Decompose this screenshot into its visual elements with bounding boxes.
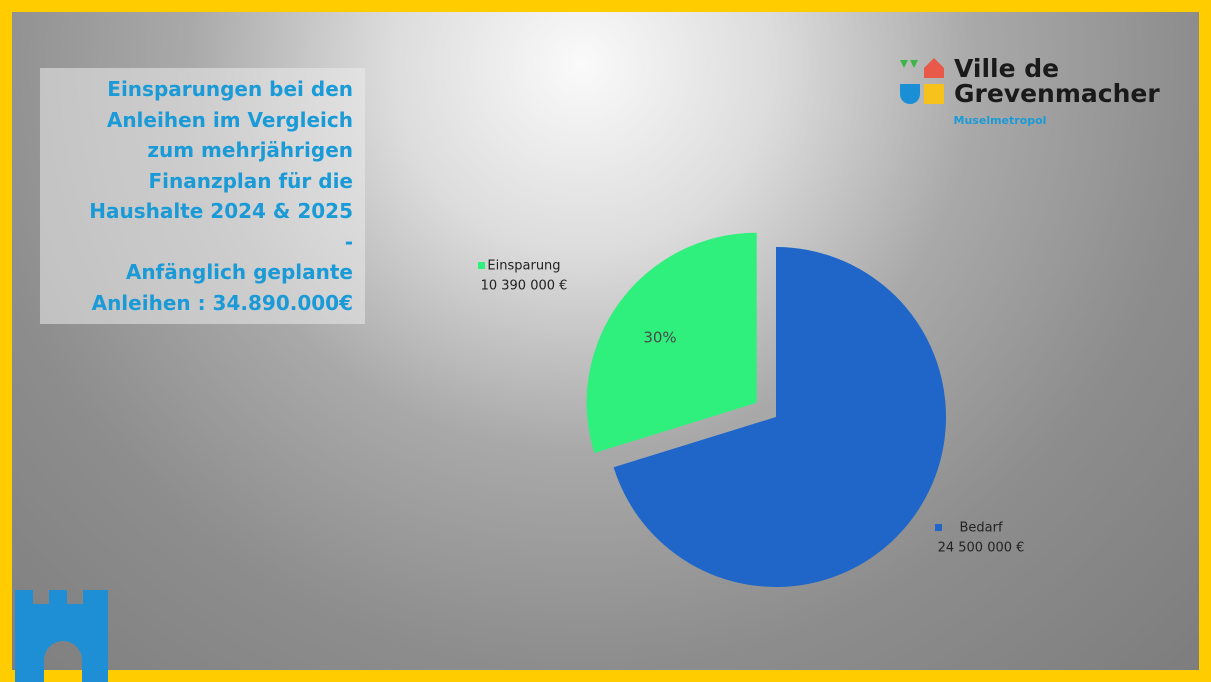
value-label: 24 500 000 € [938,541,1025,556]
legend-swatch [935,524,942,531]
title-line: Einsparungen bei den [107,77,353,101]
pie-slice [613,247,946,587]
percent-label: 30% [643,329,676,347]
logo-name: Ville de [954,54,1059,83]
logo: Ville de Grevenmacher Muselmetropol [900,54,1160,127]
castle-icon [15,590,108,682]
title-line: Anfänglich geplante [125,260,353,284]
title-line: Finanzplan für die [148,168,353,193]
logo-shield [900,84,920,104]
title-line: Anleihen : 34.890.000€ [91,290,353,315]
logo-grapes [900,60,918,68]
title-line: zum mehrjährigen [147,138,353,162]
logo-square [924,84,944,104]
legend-swatch [478,262,485,269]
title-box: Einsparungen bei den Anleihen im Vergleic… [40,68,365,324]
category-label: Einsparung [487,259,560,274]
value-label: 10 390 000 € [481,279,568,294]
title-line: - [344,229,353,254]
category-label: Bedarf [959,521,1002,536]
logo-house [924,58,944,78]
title-line: Anleihen im Vergleich [106,107,353,132]
title-line: Haushalte 2024 & 2025 [89,199,353,223]
logo-tagline: Muselmetropol [954,114,1047,127]
pie-slice [586,232,757,454]
logo-name: Grevenmacher [954,79,1160,108]
pie: Einsparung 10 390 000 € 30% Bedarf 24 500 00… [478,232,1025,587]
